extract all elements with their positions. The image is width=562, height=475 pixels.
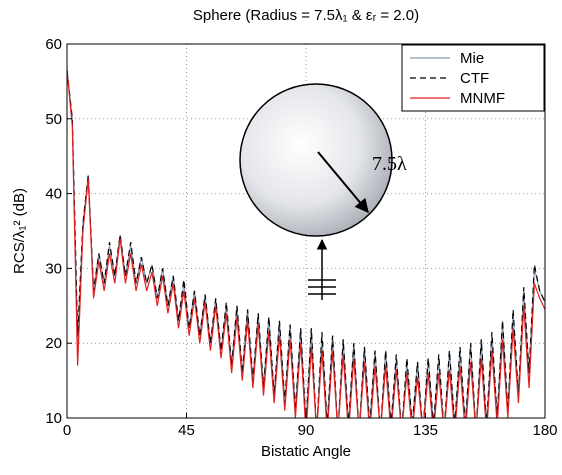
y-tick-label: 20 [45, 335, 62, 352]
x-tick-label: 0 [63, 422, 71, 439]
chart-title: Sphere (Radius = 7.5λ₁ & εᵣ = 2.0) [193, 7, 419, 24]
sphere [239, 83, 393, 237]
x-axis-label: Bistatic Angle [261, 443, 351, 460]
legend-label: Mie [460, 50, 484, 67]
legend-label: CTF [460, 70, 489, 87]
y-tick-label: 60 [45, 36, 62, 53]
x-tick-label: 180 [532, 422, 557, 439]
series-line [67, 70, 545, 418]
legend-label: MNMF [460, 90, 505, 107]
x-tick-label: 135 [413, 422, 438, 439]
radius-arrow [317, 151, 369, 214]
series-line [67, 70, 545, 418]
y-axis-label: RCS/λ₁² (dB) [11, 188, 28, 274]
x-tick-label: 90 [298, 422, 315, 439]
x-tick-label: 45 [178, 422, 195, 439]
y-tick-label: 10 [45, 410, 62, 427]
y-tick-label: 30 [45, 260, 62, 277]
y-tick-label: 40 [45, 186, 62, 203]
y-tick-label: 50 [45, 111, 62, 128]
sphere-diagram: 7.5λ [239, 83, 407, 300]
radius-label: 7.5λ [372, 153, 407, 175]
